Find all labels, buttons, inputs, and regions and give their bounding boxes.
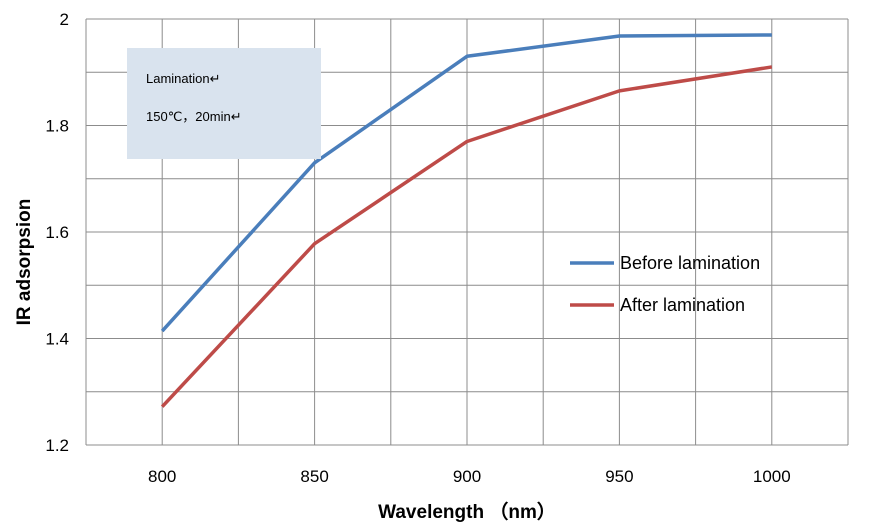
- y-tick-label: 2: [60, 10, 69, 29]
- y-tick-label: 1.8: [45, 117, 69, 136]
- x-tick-label: 900: [453, 467, 481, 486]
- annotation-line-2: 150℃，20min↵: [146, 109, 242, 124]
- series-layer: [160, 33, 773, 408]
- series-line-1: [160, 33, 772, 333]
- legend-label-1: Before lamination: [620, 253, 760, 273]
- y-tick-label: 1.4: [45, 330, 69, 349]
- annotation-background: [127, 48, 321, 159]
- x-tick-label: 800: [148, 467, 176, 486]
- annotation-box: Lamination↵ 150℃，20min↵: [127, 48, 321, 159]
- y-tick-label: 1.2: [45, 436, 69, 455]
- y-tick-labels: 1.2 1.4 1.6 1.8 2: [45, 10, 69, 455]
- y-axis-title: IR adsorpsion: [14, 199, 35, 326]
- legend: Before lamination After lamination: [570, 253, 760, 315]
- legend-label-2: After lamination: [620, 295, 745, 315]
- annotation-line-1: Lamination↵: [146, 71, 221, 86]
- x-tick-label: 1000: [753, 467, 791, 486]
- x-axis-title: Wavelength （nm）: [378, 500, 556, 523]
- series-line-2: [160, 65, 773, 408]
- x-tick-label: 950: [605, 467, 633, 486]
- x-tick-labels: 800 850 900 950 1000: [148, 467, 791, 486]
- y-tick-label: 1.6: [45, 223, 69, 242]
- x-tick-label: 850: [300, 467, 328, 486]
